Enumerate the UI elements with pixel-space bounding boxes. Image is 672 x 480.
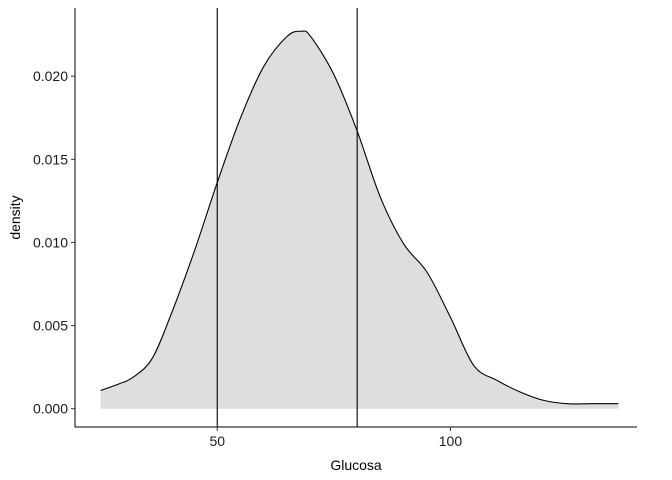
x-axis-ticks: 50 100: [209, 427, 462, 449]
y-tick-label: 0.020: [33, 68, 68, 84]
y-tick-label: 0.010: [33, 234, 68, 250]
y-tick-label: 0.005: [33, 318, 68, 334]
plot-area: [100, 8, 619, 427]
y-tick-label: 0.015: [33, 151, 68, 167]
density-area: [100, 30, 619, 409]
x-tick-label: 50: [209, 433, 225, 449]
x-tick-label: 100: [439, 433, 463, 449]
density-line: [100, 30, 619, 405]
y-axis-ticks: 0.000 0.005 0.010 0.015 0.020: [33, 68, 75, 417]
x-axis-title: Glucosa: [330, 457, 382, 473]
y-axis-title: density: [7, 195, 23, 239]
y-tick-label: 0.000: [33, 401, 68, 417]
